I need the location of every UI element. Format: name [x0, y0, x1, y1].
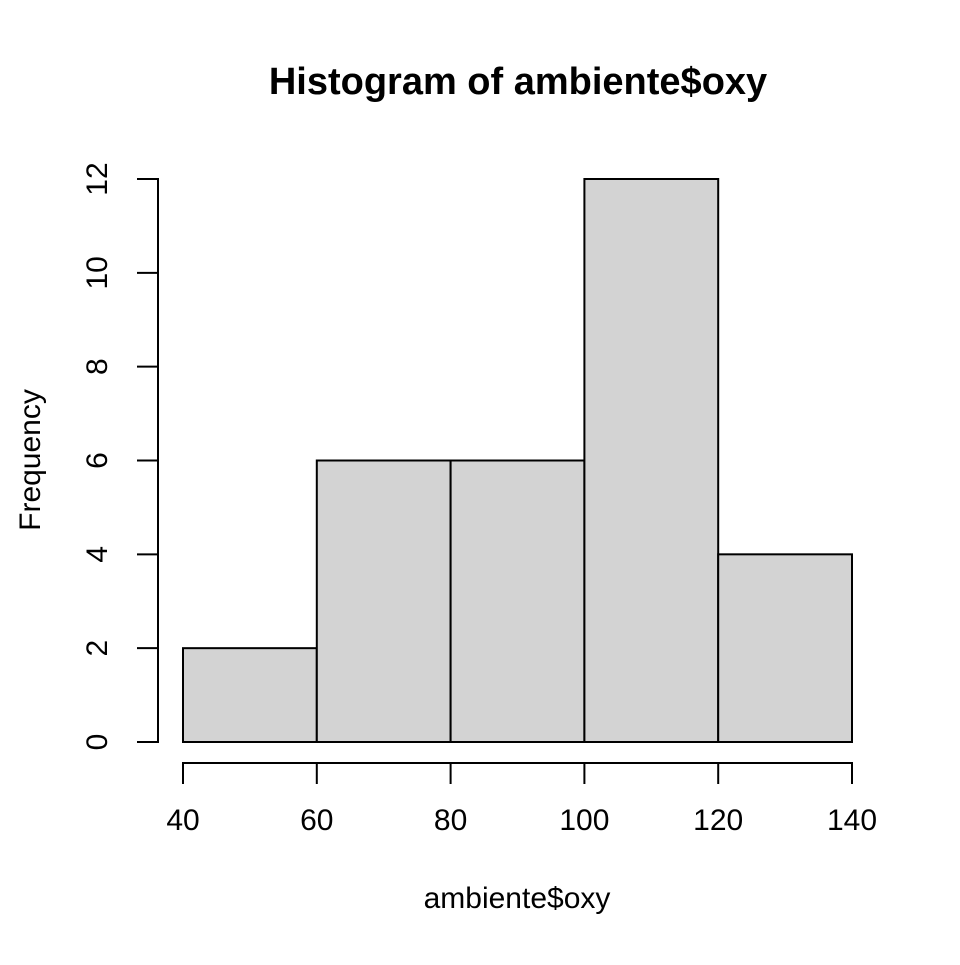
x-axis-title: ambiente$oxy [424, 882, 611, 915]
x-tick-label: 140 [827, 804, 877, 837]
y-axis-title: Frequency [14, 389, 47, 531]
chart-title: Histogram of ambiente$oxy [269, 61, 767, 103]
histogram-bar [583, 178, 720, 743]
bars-group [182, 178, 854, 744]
x-tick-label: 40 [166, 804, 199, 837]
x-tick-label: 120 [693, 804, 743, 837]
y-tick-label: 10 [81, 256, 114, 289]
histogram-bar [182, 647, 318, 744]
axes-group: 0 2 4 6 8 10 12 40 60 80 100 120 140 [81, 162, 877, 837]
histogram-bar [717, 553, 854, 743]
histogram-bar [315, 459, 452, 743]
histogram-bar [449, 459, 586, 743]
y-tick-label: 8 [81, 358, 114, 375]
y-tick-label: 12 [81, 162, 114, 195]
x-tick-label: 80 [434, 804, 467, 837]
y-tick-label: 6 [81, 452, 114, 469]
y-tick-label: 4 [81, 546, 114, 563]
y-tick-label: 2 [81, 640, 114, 657]
y-tick-label: 0 [81, 734, 114, 751]
x-tick-label: 60 [300, 804, 333, 837]
x-tick-label: 100 [559, 804, 609, 837]
